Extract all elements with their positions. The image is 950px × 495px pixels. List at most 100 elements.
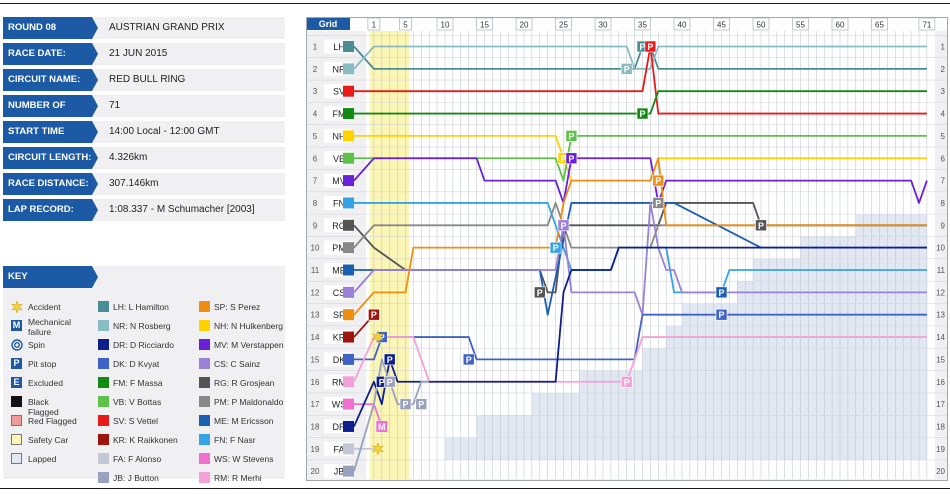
driver-code: CS xyxy=(333,288,346,298)
info-value: 1:08.337 - M Schumacher [2003] xyxy=(109,204,255,215)
safety-icon xyxy=(11,434,22,445)
pitstop-icon: P xyxy=(11,358,22,369)
grid-position-label: 11 xyxy=(311,266,320,275)
grid-position-label: 16 xyxy=(311,378,320,387)
driver-label: NH: N Hulkenberg xyxy=(214,321,283,331)
finish-position-label: 7 xyxy=(941,177,946,186)
info-label: LAP RECORD: xyxy=(3,199,98,221)
driver-swatch xyxy=(98,320,109,331)
info-value: RED BULL RING xyxy=(109,74,186,85)
pit-stop-glyph: P xyxy=(624,64,630,74)
pit-stop-marker xyxy=(368,308,380,321)
driver-swatch xyxy=(199,472,210,483)
key-symbol-label: Lapped xyxy=(28,454,57,464)
accident-icon xyxy=(371,442,385,456)
pit-stop-glyph: P xyxy=(560,221,566,231)
pit-stop-marker xyxy=(652,197,665,209)
driver-grid-swatch xyxy=(343,219,354,231)
driver-grid-swatch xyxy=(343,130,354,142)
key-title: KEY xyxy=(3,266,98,288)
driver-label: FA: F Alonso xyxy=(113,454,162,464)
driver-swatch xyxy=(98,396,109,407)
pit-stop-glyph: P xyxy=(647,42,653,52)
driver-grid-swatch xyxy=(343,443,354,455)
finish-position-label: 17 xyxy=(936,400,945,409)
driver-swatch xyxy=(98,358,109,369)
grid-position-label: 20 xyxy=(311,467,320,476)
pit-stop-glyph: P xyxy=(560,154,566,164)
pit-stop-glyph: P xyxy=(568,154,574,164)
pit-stop-glyph: P xyxy=(718,310,724,320)
driver-swatch xyxy=(199,415,210,426)
pit-stop-glyph: P xyxy=(655,176,661,186)
driver-swatch xyxy=(98,415,109,426)
driver-label: RG: R Grosjean xyxy=(214,378,275,388)
pit-stop-marker xyxy=(462,353,475,366)
grid-position-label: 19 xyxy=(311,445,320,454)
grid-position-label: 2 xyxy=(313,65,318,74)
driver-swatch xyxy=(199,396,210,407)
driver-grid-swatch xyxy=(343,353,354,365)
grid-position-label: 12 xyxy=(311,288,320,297)
driver-label: KR: K Raikkonen xyxy=(113,435,178,445)
grid-header-bg xyxy=(306,17,350,30)
finish-position-label: 1 xyxy=(941,43,946,52)
pit-stop-marker xyxy=(652,174,665,187)
pit-stop-marker xyxy=(415,398,428,410)
key-symbol-label: Red Flagged xyxy=(28,416,77,426)
pit-stop-marker xyxy=(383,375,396,388)
driver-code: FN xyxy=(333,198,345,208)
grid-position-label: 3 xyxy=(313,87,318,96)
round-value: AUSTRIAN GRAND PRIX xyxy=(109,22,225,33)
info-row-round: ROUND 08 AUSTRIAN GRAND PRIX xyxy=(3,17,285,39)
lap-tick-label: 5 xyxy=(403,21,408,30)
driver-swatch xyxy=(98,472,109,483)
series-line-dk xyxy=(354,313,927,361)
key-symbol-label: Pit stop xyxy=(28,359,57,369)
info-row: RACE DISTANCE: 307.146km xyxy=(3,173,285,195)
driver-label: RM: R Merhi xyxy=(214,473,262,483)
driver-code: DR xyxy=(333,422,346,432)
driver-label: VB: V Bottas xyxy=(113,397,162,407)
lap-tick-label: 55 xyxy=(796,21,805,30)
info-row: RACE DATE: 21 JUN 2015 xyxy=(3,43,285,65)
info-label: NUMBER OF LAPS: xyxy=(3,95,98,133)
key-symbol-label: Accident xyxy=(28,302,61,312)
lap-tick-label: 15 xyxy=(480,21,489,30)
driver-code: VB xyxy=(333,154,345,164)
driver-grid-swatch xyxy=(343,398,354,410)
driver-swatch xyxy=(199,453,210,464)
finish-position-label: 18 xyxy=(936,422,945,431)
pit-stop-marker xyxy=(399,398,412,410)
info-label: CIRCUIT NAME: xyxy=(3,69,98,91)
lap-tick-label: 40 xyxy=(678,21,687,30)
driver-code: NH xyxy=(333,131,346,141)
pit-stop-glyph: P xyxy=(655,198,661,208)
driver-grid-swatch xyxy=(343,197,354,209)
driver-grid-swatch xyxy=(343,175,354,187)
pit-stop-glyph: P xyxy=(553,243,559,253)
driver-grid-swatch xyxy=(343,286,354,298)
grid-position-label: 17 xyxy=(311,400,320,409)
driver-swatch xyxy=(98,377,109,388)
driver-grid-swatch xyxy=(343,242,354,254)
lap-tick-label: 20 xyxy=(520,21,529,30)
info-row: CIRCUIT LENGTH: 4.326km xyxy=(3,147,285,169)
pit-stop-marker xyxy=(549,241,562,254)
driver-label: WS: W Stevens xyxy=(214,454,274,464)
driver-swatch xyxy=(98,339,109,350)
driver-code: SP xyxy=(333,310,345,320)
driver-swatch xyxy=(199,377,210,388)
pit-stop-marker xyxy=(644,40,657,53)
key-symbol-label: Mechanical failure xyxy=(28,317,71,337)
pit-stop-glyph: P xyxy=(402,400,408,410)
info-label: START TIME xyxy=(3,121,98,143)
mechanical-failure-marker xyxy=(376,420,388,432)
driver-label: CS: C Sainz xyxy=(214,359,261,369)
pit-stop-glyph: P xyxy=(387,377,393,387)
pit-stop-glyph: P xyxy=(639,42,645,52)
info-row: START TIME 14:00 Local - 12:00 GMT xyxy=(3,121,285,143)
driver-grid-swatch xyxy=(343,420,354,432)
grid-position-label: 10 xyxy=(311,244,320,253)
driver-label: MV: M Verstappen xyxy=(214,340,284,350)
